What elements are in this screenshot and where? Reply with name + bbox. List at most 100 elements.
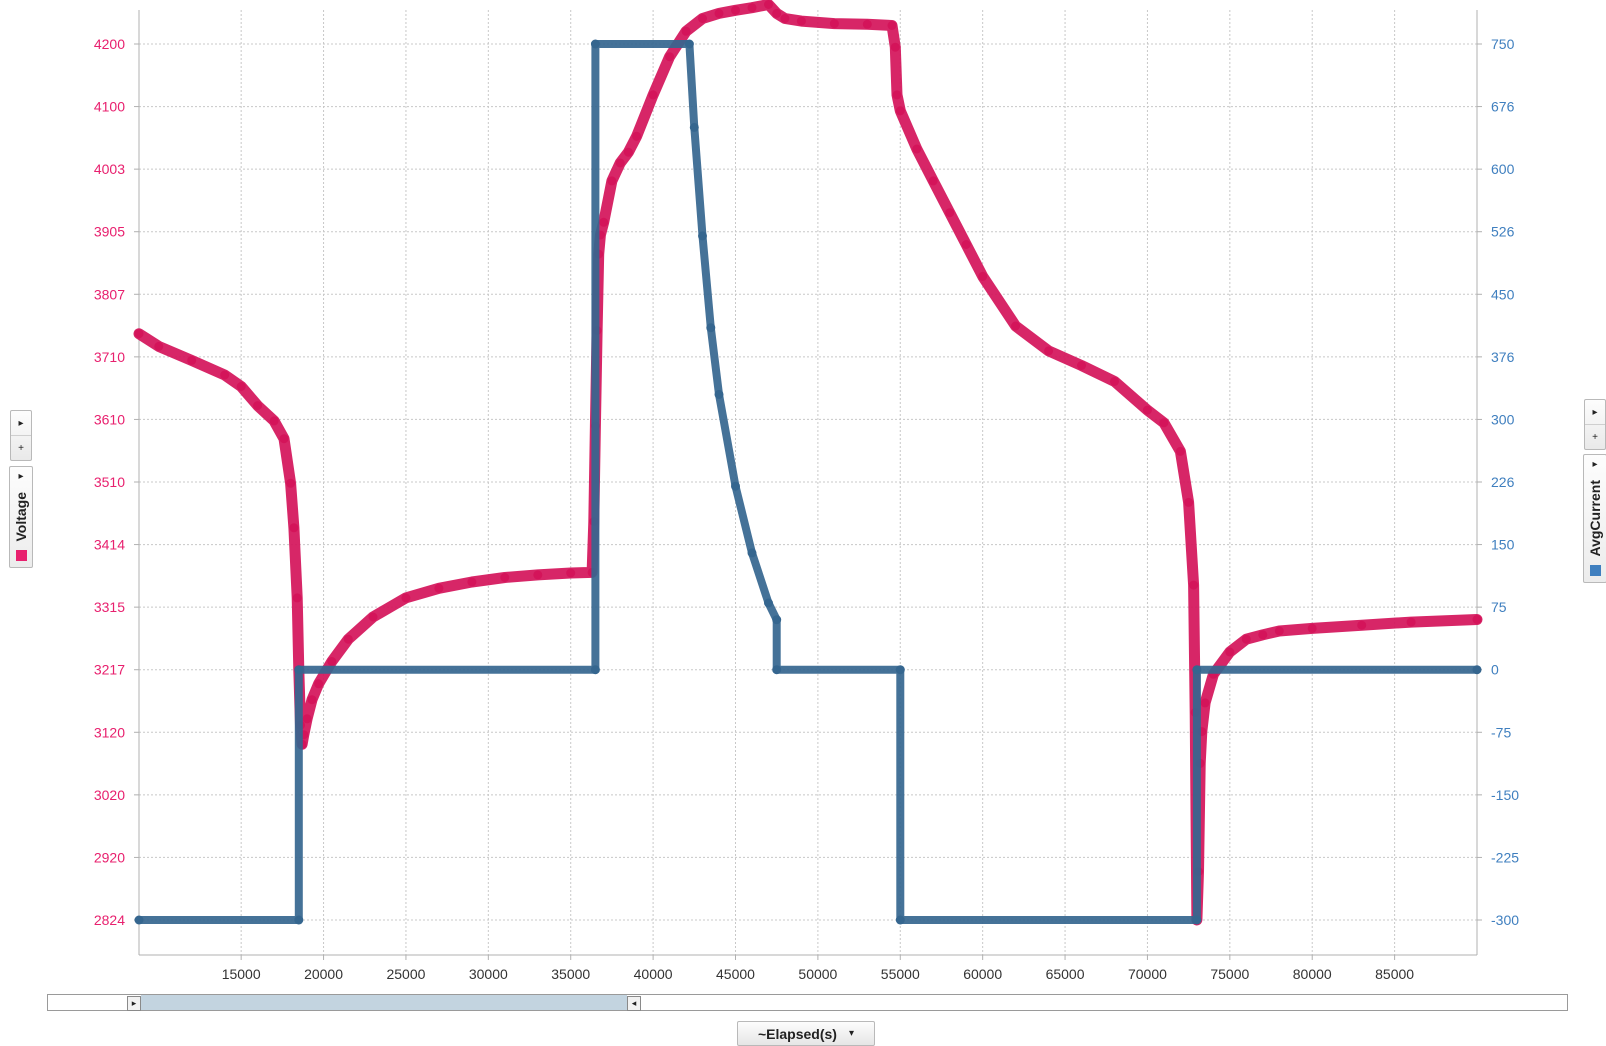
data-point: [1242, 635, 1251, 644]
y-left-tick-label: 3020: [94, 787, 125, 803]
voltage-axis-title: Voltage: [13, 488, 29, 546]
left-axis-expand-button[interactable]: ▸: [11, 411, 31, 436]
data-point: [1192, 665, 1201, 674]
data-point: [690, 123, 699, 132]
data-point: [293, 593, 302, 602]
data-point: [772, 665, 781, 674]
data-point: [780, 14, 789, 23]
data-point: [929, 176, 938, 185]
data-point: [294, 916, 303, 925]
data-point: [748, 548, 757, 557]
x-tick-label: 75000: [1210, 966, 1249, 982]
data-point: [706, 323, 715, 332]
x-tick-label: 20000: [304, 966, 343, 982]
y-left-tick-label: 3217: [94, 662, 125, 678]
data-point: [294, 665, 303, 674]
data-point: [1184, 498, 1193, 507]
data-point: [270, 416, 279, 425]
y-left-tick-label: 2824: [94, 912, 125, 928]
y-left-tick-label: 4100: [94, 99, 125, 115]
data-point: [280, 434, 289, 443]
data-point: [369, 613, 378, 622]
data-point: [665, 52, 674, 61]
x-tick-label: 50000: [798, 966, 837, 982]
data-point: [187, 356, 196, 365]
range-scrollbar-thumb[interactable]: [141, 995, 627, 1010]
data-point: [888, 21, 897, 30]
voltage-axis-selector[interactable]: ▸ Voltage: [9, 466, 33, 568]
x-tick-label: 55000: [881, 966, 920, 982]
y-right-tick-label: -300: [1491, 912, 1519, 928]
data-point: [1308, 624, 1317, 633]
data-point: [863, 20, 872, 29]
data-point: [135, 916, 144, 925]
data-point: [1473, 615, 1482, 624]
data-point: [896, 106, 905, 115]
left-axis-add-button[interactable]: +: [11, 436, 31, 460]
data-point: [1143, 406, 1152, 415]
y-right-tick-label: 600: [1491, 161, 1515, 177]
data-point: [434, 584, 443, 593]
y-left-tick-label: 3510: [94, 474, 125, 490]
data-point: [154, 342, 163, 351]
data-point: [533, 570, 542, 579]
expand-icon: ▸: [18, 467, 23, 488]
data-point: [135, 329, 144, 338]
x-tick-label: 85000: [1375, 966, 1414, 982]
y-left-tick-label: 2920: [94, 849, 125, 865]
y-right-tick-label: -75: [1491, 724, 1511, 740]
x-tick-label: 70000: [1128, 966, 1167, 982]
data-point: [797, 17, 806, 26]
y-right-tick-label: -225: [1491, 849, 1519, 865]
x-axis-dropdown[interactable]: ~Elapsed(s) ▾: [737, 1021, 875, 1046]
data-point: [772, 9, 781, 18]
data-point: [715, 9, 724, 18]
y-right-tick-label: 226: [1491, 474, 1515, 490]
data-point: [467, 578, 476, 587]
range-right-handle[interactable]: ◂: [627, 996, 641, 1011]
data-point: [237, 382, 246, 391]
data-point: [891, 43, 900, 52]
y-right-tick-label: 676: [1491, 99, 1515, 115]
x-tick-label: 80000: [1293, 966, 1332, 982]
data-point: [764, 0, 773, 9]
y-right-tick-label: 150: [1491, 537, 1515, 553]
series-voltage: [135, 0, 1482, 925]
y-right-tick-label: 450: [1491, 286, 1515, 302]
data-point: [632, 132, 641, 141]
right-axis-add-button[interactable]: +: [1585, 425, 1605, 449]
y-left-tick-label: 3807: [94, 286, 125, 302]
right-axis-expand-button[interactable]: ▸: [1585, 400, 1605, 425]
data-point: [308, 695, 317, 704]
data-point: [1044, 346, 1053, 355]
data-point: [685, 40, 694, 49]
data-point: [912, 145, 921, 154]
data-point: [1189, 581, 1198, 590]
data-point: [327, 657, 336, 666]
y-right-tick-label: 300: [1491, 411, 1515, 427]
data-point: [764, 599, 773, 608]
data-point: [1225, 648, 1234, 657]
y-left-tick-label: 3905: [94, 224, 125, 240]
series-layer: [135, 0, 1482, 925]
avgcurrent-axis-selector[interactable]: ▸ AvgCurrent: [1583, 454, 1606, 583]
x-tick-label: 35000: [551, 966, 590, 982]
data-point: [772, 615, 781, 624]
range-scrollbar[interactable]: ▸ ◂: [47, 994, 1568, 1011]
data-point: [253, 401, 262, 410]
y-left-tick-label: 3710: [94, 349, 125, 365]
data-point: [978, 272, 987, 281]
y-right-tick-label: 526: [1491, 224, 1515, 240]
range-left-handle[interactable]: ▸: [127, 996, 141, 1011]
avgcurrent-axis-title: AvgCurrent: [1587, 476, 1603, 561]
y-left-tick-label: 3315: [94, 599, 125, 615]
data-point: [616, 159, 625, 168]
y-right-tick-label: 0: [1491, 662, 1499, 678]
data-point: [500, 573, 509, 582]
left-axis-controls: ▸ +: [10, 410, 32, 461]
x-tick-label: 30000: [469, 966, 508, 982]
data-point: [896, 916, 905, 925]
grid: [139, 10, 1477, 955]
